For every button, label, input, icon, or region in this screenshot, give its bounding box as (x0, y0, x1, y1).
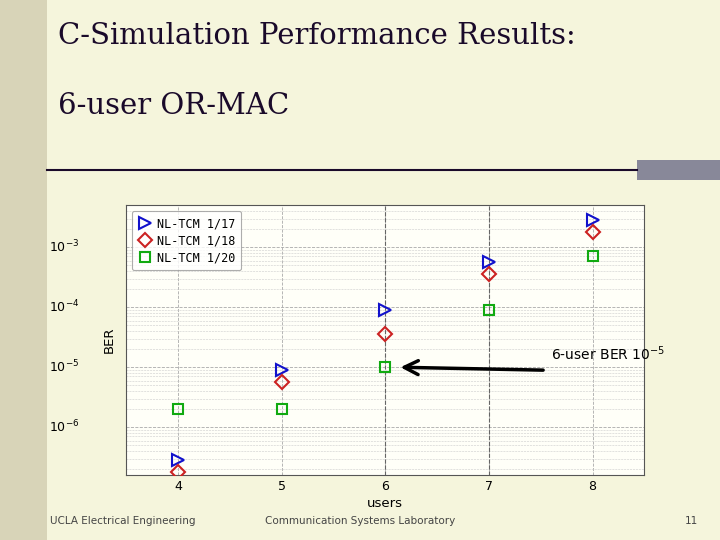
Text: $10^{-4}$: $10^{-4}$ (49, 299, 79, 315)
Text: C-Simulation Performance Results:: C-Simulation Performance Results: (58, 22, 575, 50)
Text: 6-user BER 10$^{-5}$: 6-user BER 10$^{-5}$ (551, 345, 665, 363)
Text: UCLA Electrical Engineering: UCLA Electrical Engineering (50, 516, 196, 526)
Legend: NL-TCM 1/17, NL-TCM 1/18, NL-TCM 1/20: NL-TCM 1/17, NL-TCM 1/18, NL-TCM 1/20 (132, 211, 241, 270)
Text: Communication Systems Laboratory: Communication Systems Laboratory (265, 516, 455, 526)
X-axis label: users: users (367, 497, 403, 510)
Text: 6-user OR-MAC: 6-user OR-MAC (58, 92, 289, 120)
Text: $10^{-6}$: $10^{-6}$ (49, 419, 79, 435)
Text: $10^{-3}$: $10^{-3}$ (49, 239, 79, 255)
Y-axis label: BER: BER (102, 327, 116, 354)
Text: 11: 11 (685, 516, 698, 526)
Text: $10^{-5}$: $10^{-5}$ (49, 359, 79, 375)
